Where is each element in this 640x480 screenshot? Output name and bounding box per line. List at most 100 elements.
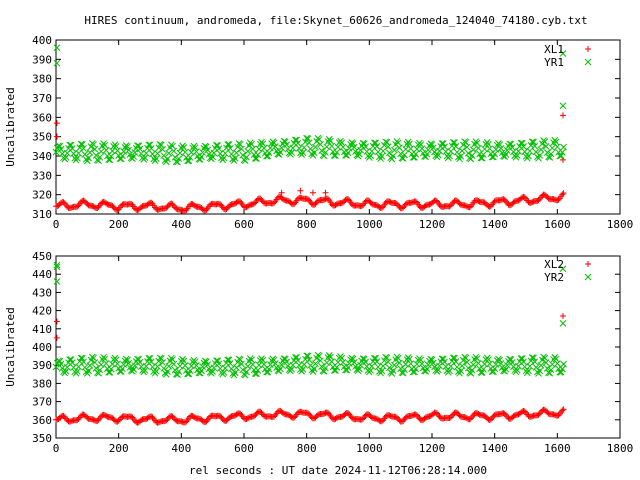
data-point	[475, 359, 482, 367]
data-point	[331, 202, 338, 209]
data-point	[387, 413, 394, 420]
data-point	[151, 369, 159, 377]
data-point	[367, 367, 374, 374]
data-point	[207, 201, 214, 208]
data-point	[506, 355, 514, 363]
legend-label-yr1: YR1	[544, 56, 564, 69]
data-point	[114, 147, 121, 154]
data-point	[128, 200, 135, 207]
data-point	[74, 417, 81, 424]
data-point	[248, 140, 255, 148]
data-point	[309, 189, 316, 196]
data-point	[190, 413, 197, 420]
data-point	[429, 144, 437, 152]
data-point	[423, 150, 431, 158]
data-point	[115, 417, 122, 424]
data-point	[236, 356, 244, 364]
data-point	[233, 199, 240, 206]
data-point	[312, 143, 319, 151]
data-point	[134, 355, 141, 363]
legend-label-xl2: XL2	[544, 258, 564, 271]
data-point	[367, 152, 374, 160]
data-point	[486, 145, 494, 153]
data-point	[449, 354, 457, 362]
data-point	[86, 362, 94, 369]
data-point	[239, 151, 247, 159]
data-point	[280, 355, 288, 362]
data-point	[464, 364, 472, 372]
data-point	[259, 140, 267, 148]
data-point	[475, 198, 482, 205]
data-point	[294, 357, 302, 364]
data-point	[80, 145, 87, 152]
data-point	[141, 367, 149, 374]
data-point	[204, 146, 212, 154]
data-point	[535, 411, 542, 418]
bottom-panel: 0 200 400 600 800 1000 1200 1400 1600 1800 350 360 3…	[4, 250, 633, 455]
data-point	[199, 363, 206, 371]
data-point	[199, 206, 206, 213]
data-point	[501, 196, 508, 203]
data-point	[261, 412, 268, 419]
bottom-series-yr2	[52, 261, 592, 379]
data-point	[482, 200, 489, 207]
data-point	[89, 202, 96, 209]
data-point	[542, 143, 550, 150]
data-point	[215, 145, 223, 153]
data-point	[350, 358, 358, 366]
data-point	[378, 152, 386, 160]
data-point	[210, 149, 218, 157]
legend-marker-xl1	[585, 46, 591, 52]
data-point	[491, 412, 498, 419]
data-point	[470, 146, 477, 154]
data-point	[358, 202, 365, 209]
data-point	[314, 411, 321, 418]
data-point	[474, 410, 481, 417]
data-point	[124, 143, 131, 150]
data-point	[263, 152, 270, 160]
data-point	[510, 413, 517, 420]
data-point	[85, 154, 92, 162]
data-point	[152, 155, 160, 162]
data-point	[543, 407, 550, 414]
data-point	[394, 139, 402, 147]
data-point	[317, 140, 324, 148]
data-point	[81, 198, 88, 205]
x-tick-label: 1600	[544, 218, 571, 231]
data-point	[557, 152, 565, 160]
data-point	[191, 144, 199, 151]
data-point	[546, 154, 554, 161]
data-point	[506, 140, 514, 148]
data-point	[327, 137, 334, 145]
data-point	[266, 361, 274, 368]
data-point	[475, 144, 482, 152]
data-point	[68, 204, 75, 211]
data-point	[270, 139, 278, 147]
y-tick-label: 340	[32, 150, 52, 163]
data-point	[276, 148, 284, 156]
data-point	[251, 370, 259, 377]
data-point	[520, 143, 527, 150]
data-point	[345, 145, 353, 152]
data-point	[175, 368, 183, 375]
data-point	[101, 141, 109, 149]
data-point	[303, 134, 311, 142]
data-point	[330, 152, 338, 159]
data-point	[517, 139, 525, 147]
data-point	[130, 366, 138, 373]
data-point	[159, 146, 166, 153]
data-point	[255, 145, 263, 153]
data-point	[199, 417, 206, 424]
data-point	[141, 154, 149, 161]
data-point	[321, 196, 328, 203]
data-point	[393, 414, 400, 421]
data-point	[545, 195, 552, 202]
data-point	[323, 359, 331, 367]
bottom-series-xl2	[53, 261, 591, 426]
bottom-plot-frame	[55, 255, 621, 439]
data-point	[350, 143, 358, 151]
data-point	[438, 140, 446, 147]
y-tick-label: 440	[32, 268, 52, 281]
data-point	[53, 120, 60, 127]
data-point	[382, 353, 389, 361]
